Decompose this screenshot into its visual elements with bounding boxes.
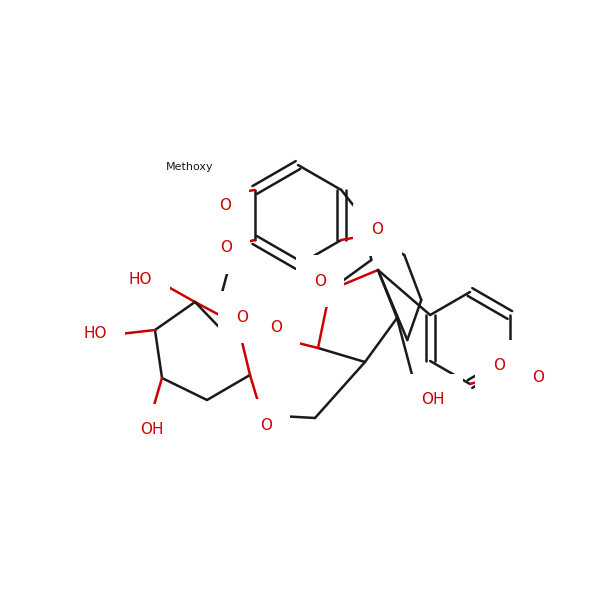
Text: O: O xyxy=(371,223,383,238)
Text: O: O xyxy=(493,358,505,373)
Text: OH: OH xyxy=(140,422,164,437)
Text: O: O xyxy=(220,241,232,256)
Text: HO: HO xyxy=(83,326,107,341)
Text: O: O xyxy=(532,370,544,385)
Text: O: O xyxy=(314,274,326,289)
Text: HO: HO xyxy=(128,272,152,287)
Text: O: O xyxy=(270,320,282,335)
Text: OH: OH xyxy=(421,392,445,407)
Text: O: O xyxy=(236,310,248,325)
Text: Methoxy: Methoxy xyxy=(166,162,214,172)
Text: O: O xyxy=(260,418,272,433)
Text: O: O xyxy=(218,199,230,214)
